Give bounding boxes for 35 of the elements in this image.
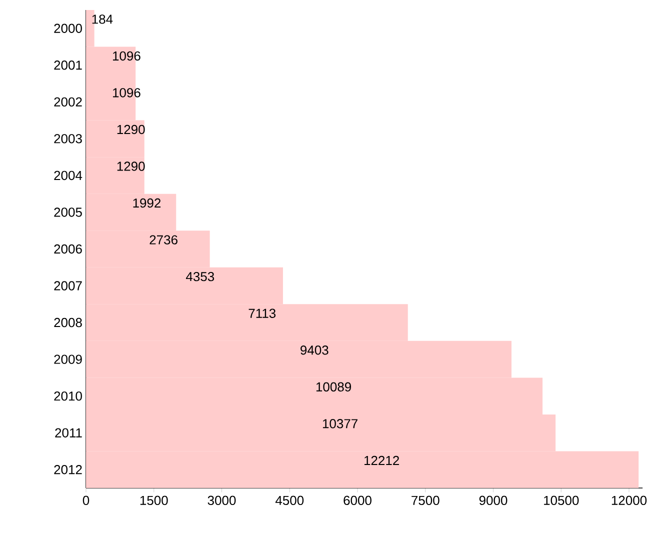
data-label: 4353 [186, 272, 214, 282]
data-label: 1992 [133, 198, 161, 208]
y-tick-label: 2002 [54, 97, 82, 107]
data-label: 1290 [117, 124, 145, 134]
data-label: 7113 [248, 308, 276, 318]
y-tick-label: 2006 [54, 244, 82, 254]
x-tick-label: 10500 [544, 496, 579, 506]
x-tick-label: 1500 [140, 496, 168, 506]
y-tick-label: 2010 [54, 391, 82, 401]
data-label: 1096 [112, 51, 140, 61]
y-tick-label: 2004 [54, 170, 82, 180]
x-tick-label: 3000 [208, 496, 236, 506]
x-tick-label: 0 [82, 496, 90, 506]
x-tick-label: 9000 [479, 496, 508, 506]
data-label: 9403 [300, 346, 328, 355]
data-label: 2736 [150, 235, 178, 244]
y-tick-label: 2007 [54, 281, 82, 290]
y-tick-label: 2009 [54, 354, 82, 364]
y-tick-label: 2011 [55, 428, 82, 438]
data-label: 1290 [117, 162, 145, 171]
x-tick-label: 4500 [275, 496, 304, 506]
data-label: 184 [92, 14, 113, 24]
y-tick-label: 2012 [54, 465, 82, 474]
x-tick-label: 12000 [612, 496, 647, 506]
y-tick-label: 2008 [54, 318, 82, 328]
x-tick-label: 6000 [344, 496, 372, 506]
y-tick-label: 2005 [54, 208, 82, 217]
data-label: 1096 [112, 88, 140, 98]
y-tick-label: 2001 [54, 60, 82, 70]
data-label: 12212 [364, 456, 399, 465]
y-tick-label: 2000 [54, 24, 82, 33]
data-label: 10089 [316, 382, 351, 392]
data-label: 10377 [322, 419, 358, 428]
y-tick-label: 2003 [54, 134, 82, 144]
x-tick-label: 7500 [412, 496, 440, 506]
